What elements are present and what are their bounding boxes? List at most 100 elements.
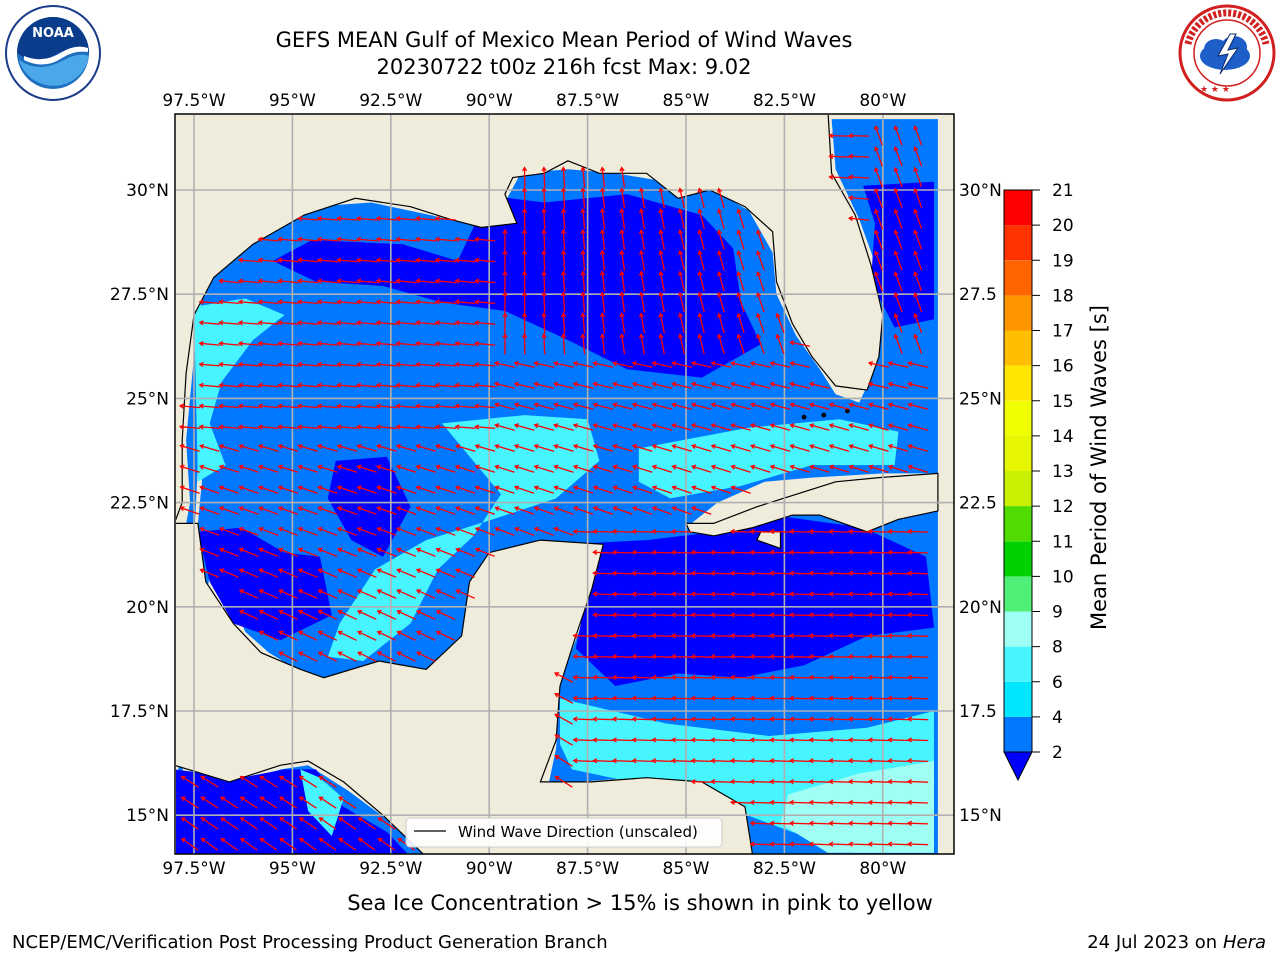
wave-direction-arrow [375,215,397,222]
wave-direction-arrow [907,381,929,389]
period-region [567,515,934,686]
wave-direction-arrow [690,423,712,431]
wave-direction-arrow [592,633,614,639]
wave-direction-arrow [788,841,811,847]
wave-direction-arrow [611,695,634,701]
wave-direction-arrow [259,796,278,809]
wave-direction-arrow [756,271,765,292]
wave-direction-arrow [454,278,476,284]
wave-direction-arrow [612,464,633,473]
wave-direction-arrow [671,464,692,473]
wave-direction-arrow [376,589,397,599]
wave-direction-arrow [454,403,476,409]
wave-direction-arrow [789,381,811,389]
wave-direction-arrow [474,464,495,473]
wave-direction-arrow [867,549,889,555]
wave-direction-arrow [907,423,929,431]
wave-direction-arrow [375,403,397,409]
wave-direction-arrow [237,382,260,388]
colorbar-bin [1004,681,1032,717]
wave-direction-arrow [533,464,554,473]
wave-direction-arrow [257,361,279,368]
wave-direction-arrow [729,695,752,701]
wave-direction-arrow [259,817,278,830]
colorbar-tick-label: 18 [1052,286,1074,306]
wave-direction-arrow [375,236,397,243]
wave-direction-arrow [296,257,319,263]
wave-direction-arrow [749,779,771,785]
colorbar-tick-label: 11 [1052,532,1074,552]
wave-direction-arrow [658,228,665,250]
wave-direction-arrow [670,528,693,535]
wave-direction-arrow [521,207,528,230]
wave-direction-arrow [474,403,496,409]
wave-direction-arrow [631,612,653,618]
wave-direction-arrow [434,299,456,305]
wave-direction-arrow [541,270,547,292]
wave-direction-arrow [631,674,653,681]
wave-direction-arrow [769,799,791,806]
wave-direction-arrow [611,549,634,555]
wave-direction-arrow [690,360,712,368]
wave-direction-arrow [375,382,397,388]
wave-direction-arrow [710,758,732,764]
wave-direction-arrow [521,249,528,271]
wave-direction-arrow [658,270,665,292]
wave-direction-arrow [513,443,535,452]
wave-direction-arrow [474,506,495,515]
wave-direction-arrow [396,609,416,620]
wave-direction-arrow [717,270,725,292]
wave-direction-arrow [179,443,200,452]
wave-direction-arrow [730,381,751,389]
wave-direction-arrow [611,612,634,618]
wave-direction-arrow [337,609,357,620]
wave-direction-arrow [612,381,633,389]
wave-direction-arrow [808,841,830,847]
wave-direction-arrow [730,464,751,473]
wave-direction-arrow [749,443,771,452]
wave-direction-arrow [670,591,693,597]
wave-direction-arrow [415,526,436,536]
wave-direction-arrow [690,695,712,701]
wave-direction-arrow [677,187,685,209]
wave-direction-arrow [788,737,811,743]
wave-direction-arrow [435,630,456,641]
wave-direction-arrow [278,775,298,788]
wave-direction-arrow [631,758,653,764]
right-lat-label: 20°N [959,598,1002,618]
wave-direction-arrow [619,270,626,292]
wave-direction-arrow [258,589,279,599]
wave-direction-arrow [572,381,594,389]
wave-direction-arrow [612,506,633,515]
wave-direction-arrow [749,381,771,389]
wave-direction-arrow [913,166,923,188]
wave-direction-arrow [729,716,752,722]
wave-direction-arrow [906,549,929,555]
wave-direction-arrow [599,270,606,292]
wave-direction-arrow [671,485,692,494]
wave-direction-arrow [521,166,528,188]
wave-direction-arrow [788,758,811,764]
wave-direction-arrow [729,653,752,660]
wave-direction-arrow [434,424,456,430]
colorbar-tick-label: 6 [1052,673,1063,693]
top-lon-label: 87.5°W [556,91,619,111]
wave-direction-arrow [395,403,417,409]
wave-direction-arrow [756,291,765,313]
wave-direction-arrow [237,257,260,263]
wave-direction-arrow [913,250,923,271]
wave-direction-arrow [357,651,377,662]
wave-direction-arrow [736,250,745,271]
wave-direction-arrow [887,443,909,452]
wave-direction-arrow [560,291,567,313]
wave-direction-arrow [552,360,574,368]
wave-direction-arrow [199,526,220,536]
colorbar-tick-label: 12 [1052,497,1074,517]
wave-direction-arrow [670,737,693,743]
wave-direction-arrow [867,716,889,722]
wave-direction-arrow [238,506,259,515]
wave-direction-arrow [632,464,653,473]
wave-direction-arrow [631,695,653,701]
wave-direction-arrow [789,443,810,452]
